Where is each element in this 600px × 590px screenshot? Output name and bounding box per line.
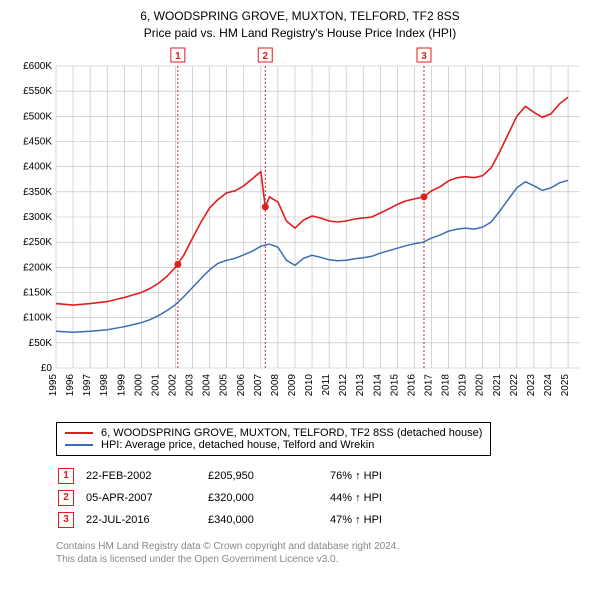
y-tick-label: £50K <box>29 337 53 348</box>
x-tick-label: 1995 <box>48 373 59 396</box>
x-tick-label: 2007 <box>253 373 264 396</box>
sale-point <box>174 260 181 267</box>
sale-number: 3 <box>421 51 427 62</box>
sale-price: £340,000 <box>208 510 328 530</box>
x-tick-label: 2017 <box>424 373 435 396</box>
x-tick-label: 2022 <box>509 373 520 396</box>
sales-table-row: 3 22-JUL-2016£340,00047% ↑ HPI <box>58 510 392 530</box>
x-tick-label: 1997 <box>82 373 93 396</box>
x-tick-label: 2020 <box>475 373 486 396</box>
sale-date: 22-FEB-2002 <box>86 466 206 486</box>
x-tick-label: 2004 <box>202 373 213 396</box>
footnote: Contains HM Land Registry data © Crown c… <box>56 540 592 566</box>
legend-row: HPI: Average price, detached house, Telf… <box>65 439 482 451</box>
x-tick-label: 2005 <box>219 373 230 396</box>
x-tick-label: 2012 <box>338 373 349 396</box>
chart-title-block: 6, WOODSPRING GROVE, MUXTON, TELFORD, TF… <box>8 8 592 42</box>
y-tick-label: £450K <box>23 136 52 147</box>
x-tick-label: 2010 <box>304 373 315 396</box>
title-line-1: 6, WOODSPRING GROVE, MUXTON, TELFORD, TF… <box>8 8 592 25</box>
sale-marker-box: 3 <box>58 512 74 528</box>
x-tick-label: 1998 <box>99 373 110 396</box>
legend-row: 6, WOODSPRING GROVE, MUXTON, TELFORD, TF… <box>65 427 482 439</box>
x-tick-label: 2021 <box>492 373 503 396</box>
y-tick-label: £500K <box>23 111 52 122</box>
sale-hpi: 47% ↑ HPI <box>330 510 392 530</box>
x-tick-label: 2019 <box>458 373 469 396</box>
x-tick-label: 2011 <box>321 373 332 395</box>
sale-price: £320,000 <box>208 488 328 508</box>
legend-swatch <box>65 432 93 434</box>
footnote-line-2: This data is licensed under the Open Gov… <box>56 553 592 566</box>
y-tick-label: £0 <box>41 363 53 374</box>
sale-number: 1 <box>175 51 181 62</box>
x-tick-label: 2000 <box>133 373 144 396</box>
x-tick-label: 2015 <box>389 373 400 396</box>
y-tick-label: £550K <box>23 86 52 97</box>
x-tick-label: 2025 <box>560 373 571 396</box>
x-tick-label: 2001 <box>150 373 161 396</box>
x-tick-label: 2013 <box>355 373 366 396</box>
y-tick-label: £150K <box>23 287 52 298</box>
x-tick-label: 2006 <box>236 373 247 396</box>
x-tick-label: 2008 <box>270 373 281 396</box>
legend-label: 6, WOODSPRING GROVE, MUXTON, TELFORD, TF… <box>101 427 482 439</box>
sales-table: 1 22-FEB-2002£205,95076% ↑ HPI 2 05-APR-200… <box>56 464 394 532</box>
price-chart: £0 £50K £100K £150K £200K £250K £300K £350K £400… <box>8 46 592 416</box>
x-tick-label: 1999 <box>116 373 127 396</box>
y-tick-label: £250K <box>23 237 52 248</box>
sale-hpi: 76% ↑ HPI <box>330 466 392 486</box>
sale-marker-box: 2 <box>58 490 74 506</box>
sales-table-row: 2 05-APR-2007£320,00044% ↑ HPI <box>58 488 392 508</box>
chart-svg: £0 £50K £100K £150K £200K £250K £300K £350K £400… <box>8 46 592 416</box>
y-tick-label: £200K <box>23 262 52 273</box>
sale-point <box>262 203 269 210</box>
sales-table-row: 1 22-FEB-2002£205,95076% ↑ HPI <box>58 466 392 486</box>
sale-date: 05-APR-2007 <box>86 488 206 508</box>
x-tick-label: 2018 <box>441 373 452 396</box>
sale-hpi: 44% ↑ HPI <box>330 488 392 508</box>
x-tick-label: 2023 <box>526 373 537 396</box>
sale-price: £205,950 <box>208 466 328 486</box>
sale-date: 22-JUL-2016 <box>86 510 206 530</box>
sale-marker-box: 1 <box>58 468 74 484</box>
sale-number: 2 <box>262 51 268 62</box>
sale-point <box>420 193 427 200</box>
y-tick-label: £300K <box>23 212 52 223</box>
title-line-2: Price paid vs. HM Land Registry's House … <box>8 25 592 42</box>
x-tick-label: 2002 <box>167 373 178 396</box>
x-tick-label: 2009 <box>287 373 298 396</box>
y-tick-label: £400K <box>23 161 52 172</box>
legend-swatch <box>65 444 93 446</box>
x-tick-label: 2016 <box>406 373 417 396</box>
y-tick-label: £100K <box>23 312 52 323</box>
footnote-line-1: Contains HM Land Registry data © Crown c… <box>56 540 592 553</box>
legend: 6, WOODSPRING GROVE, MUXTON, TELFORD, TF… <box>56 422 491 456</box>
y-tick-label: £350K <box>23 186 52 197</box>
x-tick-label: 2003 <box>185 373 196 396</box>
x-tick-label: 1996 <box>65 373 76 396</box>
x-tick-label: 2014 <box>372 373 383 396</box>
y-tick-label: £600K <box>23 61 52 72</box>
legend-label: HPI: Average price, detached house, Telf… <box>101 439 374 451</box>
x-tick-label: 2024 <box>543 373 554 396</box>
